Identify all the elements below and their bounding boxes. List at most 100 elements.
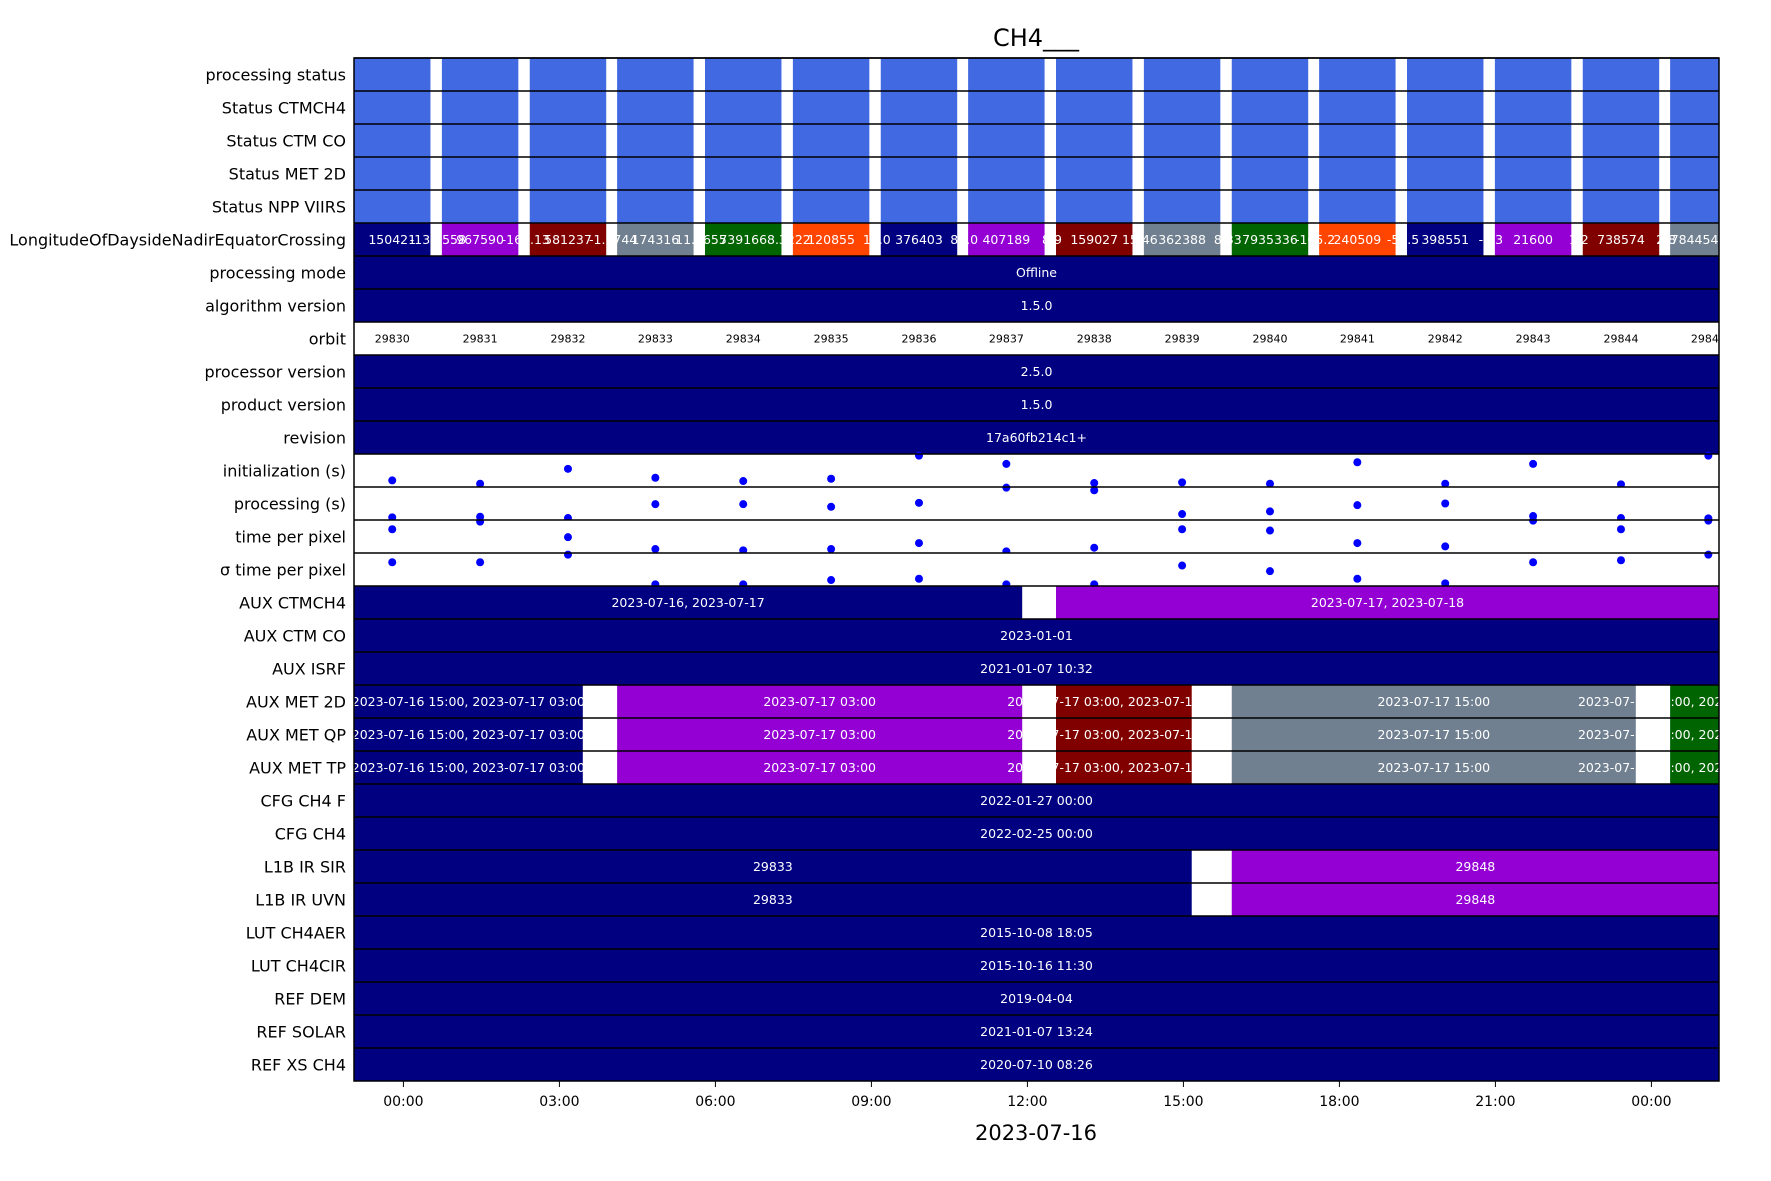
row-label: AUX MET 2D xyxy=(246,693,346,712)
scatter-point xyxy=(1529,558,1538,567)
crossing-block xyxy=(1407,223,1484,256)
value-block xyxy=(354,355,1719,388)
crossing-value: 739166 xyxy=(719,232,767,247)
scatter-point xyxy=(1353,458,1362,467)
row-27: 2015-10-16 11:30 xyxy=(354,949,1719,982)
row-label: LUT CH4CIR xyxy=(251,957,346,976)
row-label: orbit xyxy=(309,330,346,349)
status-block xyxy=(1407,190,1484,223)
status-block xyxy=(880,190,958,223)
scatter-point xyxy=(1441,542,1450,551)
orbit-number: 29842 xyxy=(1428,333,1463,346)
row-label: processing (s) xyxy=(234,495,346,514)
crossing-value: 240509 xyxy=(1333,232,1381,247)
segment-text: 2023-07-17 15:00, 2023-07-18 03:00 xyxy=(1578,727,1771,742)
crossing-gap-value: 8.33 xyxy=(1214,232,1242,247)
orbit-number: 29833 xyxy=(638,333,673,346)
segment-text: 2023-07-16 15:00, 2023-07-17 03:00 xyxy=(352,727,585,742)
value-block xyxy=(354,619,1719,652)
value-text: 2021-01-07 13:24 xyxy=(980,1024,1093,1039)
scatter-point xyxy=(1090,486,1099,495)
segment-block xyxy=(354,586,1023,619)
scatter-point xyxy=(1441,479,1450,488)
crossing-value: 407189 xyxy=(982,232,1030,247)
status-block xyxy=(705,157,782,190)
crossing-gap-value: -2.3 xyxy=(1479,232,1503,247)
scatter-point xyxy=(563,533,572,542)
segment-block xyxy=(1231,850,1719,883)
status-block xyxy=(1582,91,1660,124)
row-label: Status MET 2D xyxy=(229,165,346,184)
row-9: 2.5.0 xyxy=(354,355,1719,388)
scatter-point xyxy=(1002,459,1011,468)
status-block xyxy=(441,124,519,157)
crossing-value: 398551 xyxy=(1421,232,1469,247)
status-block xyxy=(968,157,1045,190)
row-label: algorithm version xyxy=(205,297,346,316)
status-block xyxy=(1056,91,1133,124)
x-tick-label: 06:00 xyxy=(695,1094,735,1110)
status-block xyxy=(1582,124,1660,157)
segment-block xyxy=(1670,751,1719,784)
value-text: 1.5.0 xyxy=(1021,397,1053,412)
value-text: 2015-10-16 11:30 xyxy=(980,958,1093,973)
status-block xyxy=(1231,58,1309,91)
x-axis-label: 2023-07-16 xyxy=(975,1121,1097,1145)
crossing-block xyxy=(1056,223,1133,256)
segment-block xyxy=(1670,718,1719,751)
x-tick-label: 00:00 xyxy=(383,1094,423,1110)
row-4 xyxy=(354,190,1719,223)
value-block xyxy=(354,949,1719,982)
value-text: 2020-07-10 08:26 xyxy=(980,1057,1093,1072)
status-block xyxy=(705,58,782,91)
segment-block xyxy=(617,718,1023,751)
status-block xyxy=(705,190,782,223)
row-label: Status NPP VIIRS xyxy=(212,198,346,217)
orbit-number: 29845 xyxy=(1691,333,1726,346)
segment-block xyxy=(354,850,1192,883)
scatter-point xyxy=(1353,539,1362,548)
value-block xyxy=(354,289,1719,322)
status-block xyxy=(617,157,694,190)
row-18: 2021-01-07 10:32 xyxy=(354,652,1719,685)
status-block xyxy=(1494,91,1572,124)
segment-text: 2023-07-17 03:00 xyxy=(763,694,876,709)
value-text: 2.5.0 xyxy=(1021,364,1053,379)
status-block xyxy=(1056,124,1133,157)
value-block xyxy=(354,421,1719,454)
value-block xyxy=(354,817,1719,850)
value-text: Offline xyxy=(1016,265,1057,280)
status-block xyxy=(880,91,958,124)
segment-text: 2023-07-16 15:00, 2023-07-17 03:00 xyxy=(352,760,585,775)
value-block xyxy=(354,388,1719,421)
row-13 xyxy=(354,483,1719,523)
row-background xyxy=(354,553,1719,586)
status-block xyxy=(968,58,1045,91)
status-block xyxy=(1582,157,1660,190)
status-block xyxy=(792,91,870,124)
segment-text: 2023-07-16, 2023-07-17 xyxy=(611,595,764,610)
status-block xyxy=(792,157,870,190)
status-block xyxy=(1670,91,1719,124)
row-14 xyxy=(354,516,1719,556)
row-2 xyxy=(354,124,1719,157)
scatter-point xyxy=(1616,525,1625,534)
status-block xyxy=(1319,157,1396,190)
status-block xyxy=(1231,157,1309,190)
row-23: 2022-02-25 00:00 xyxy=(354,817,1719,850)
status-block xyxy=(1670,124,1719,157)
value-block xyxy=(354,652,1719,685)
scatter-point xyxy=(1441,499,1450,508)
row-label: AUX MET TP xyxy=(249,759,346,778)
crossing-value: 150421 xyxy=(368,232,416,247)
status-block xyxy=(968,124,1045,157)
status-block xyxy=(529,157,607,190)
status-block xyxy=(1670,190,1719,223)
status-block xyxy=(354,157,431,190)
status-block xyxy=(1319,58,1396,91)
status-block xyxy=(441,91,519,124)
value-block xyxy=(354,1015,1719,1048)
crossing-value: 738574 xyxy=(1597,232,1645,247)
x-tick-label: 00:00 xyxy=(1631,1094,1671,1110)
